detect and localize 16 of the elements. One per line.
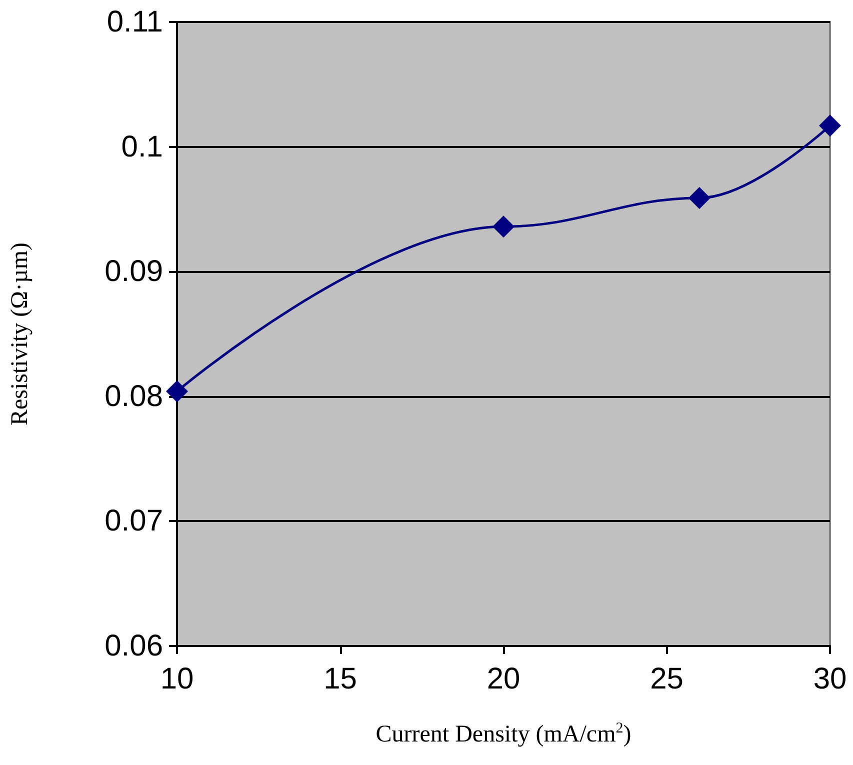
x-tick-label: 10 [160, 662, 194, 696]
x-tick-label: 30 [813, 662, 847, 696]
y-tick-label: 0.06 [104, 630, 163, 662]
y-tick-label: 0.07 [104, 504, 163, 538]
point [492, 216, 514, 238]
point [819, 114, 841, 137]
y-tick-label: 0.11 [106, 6, 163, 38]
point [688, 186, 710, 209]
y-tick-label: 0.1 [121, 130, 163, 164]
y-tick-label: 0.09 [104, 255, 163, 288]
x-tick-label: 20 [486, 662, 520, 696]
x-tick-label: 25 [650, 662, 684, 696]
y-axis-title: Resistivity (Ω·µm) [7, 242, 33, 426]
y-tick-label: 0.08 [104, 380, 163, 413]
x-tick-label: 15 [324, 662, 357, 696]
point [166, 380, 188, 402]
